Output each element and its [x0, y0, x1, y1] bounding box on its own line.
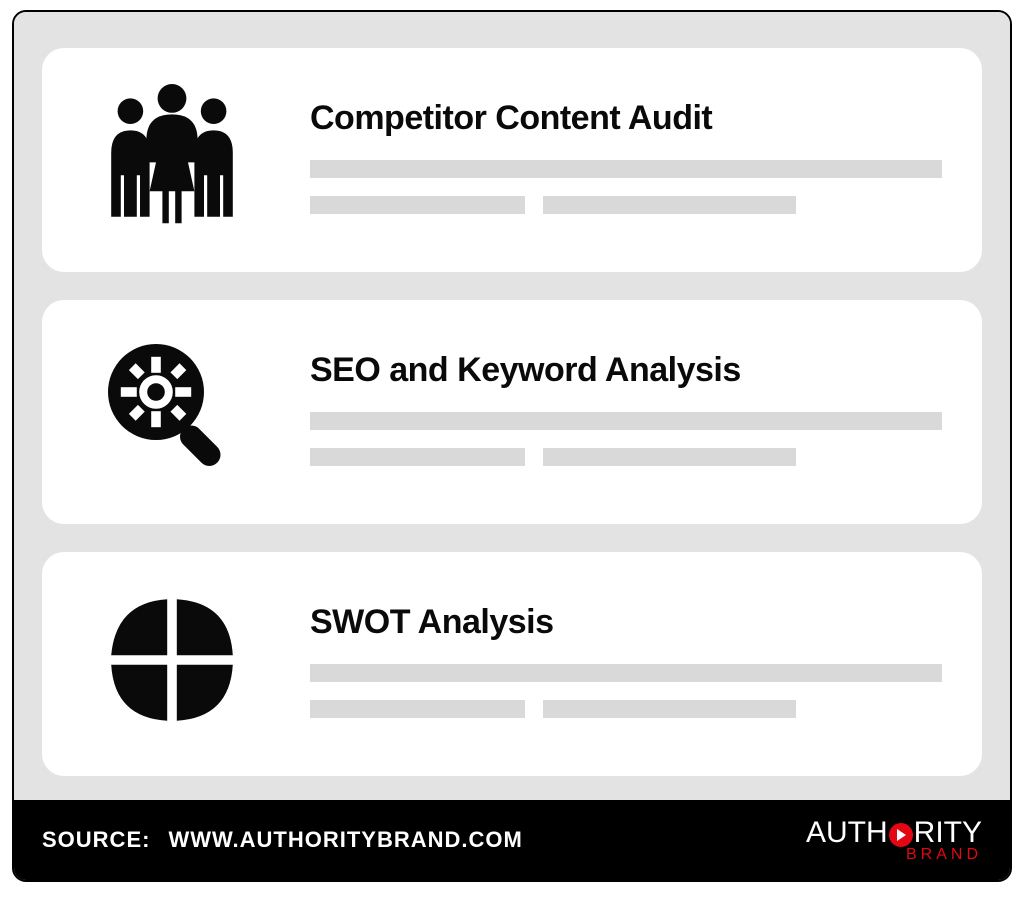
placeholder-row	[310, 160, 942, 178]
infographic-frame: Competitor Content Audit	[12, 10, 1012, 882]
placeholder-row	[310, 448, 942, 466]
play-icon	[889, 823, 913, 847]
placeholder-bar	[310, 412, 942, 430]
brand-logo: AUTH RITY BRAND	[806, 816, 982, 864]
placeholder-bar	[310, 196, 525, 214]
placeholder-bar	[310, 664, 942, 682]
placeholder-row	[310, 196, 942, 214]
placeholder-row	[310, 700, 942, 718]
placeholder-lines	[310, 664, 942, 718]
cards-container: Competitor Content Audit	[14, 12, 1010, 800]
card-swot: SWOT Analysis	[42, 552, 982, 776]
card-competitor-audit: Competitor Content Audit	[42, 48, 982, 272]
placeholder-bar	[543, 196, 796, 214]
quadrant-icon	[82, 580, 262, 740]
source-line: SOURCE: WWW.AUTHORITYBRAND.COM	[42, 827, 523, 853]
card-title: Competitor Content Audit	[310, 99, 942, 138]
card-body: SWOT Analysis	[310, 603, 942, 718]
brand-trailing: RITY	[914, 816, 982, 850]
placeholder-bar	[310, 448, 525, 466]
placeholder-row	[310, 412, 942, 430]
placeholder-bar	[310, 700, 525, 718]
placeholder-bar	[310, 160, 942, 178]
card-title: SWOT Analysis	[310, 603, 942, 642]
card-body: Competitor Content Audit	[310, 99, 942, 214]
footer-bar: SOURCE: WWW.AUTHORITYBRAND.COM AUTH RITY…	[14, 800, 1010, 880]
placeholder-bar	[543, 448, 796, 466]
card-title: SEO and Keyword Analysis	[310, 351, 942, 390]
source-label: SOURCE:	[42, 827, 150, 853]
placeholder-lines	[310, 160, 942, 214]
brand-leading: AUTH	[806, 816, 888, 850]
magnifier-gear-icon	[82, 328, 262, 488]
card-body: SEO and Keyword Analysis	[310, 351, 942, 466]
placeholder-row	[310, 664, 942, 682]
brand-sub: BRAND	[906, 846, 982, 864]
source-url: WWW.AUTHORITYBRAND.COM	[168, 827, 522, 853]
people-group-icon	[82, 76, 262, 236]
placeholder-bar	[543, 700, 796, 718]
card-seo-keyword: SEO and Keyword Analysis	[42, 300, 982, 524]
placeholder-lines	[310, 412, 942, 466]
